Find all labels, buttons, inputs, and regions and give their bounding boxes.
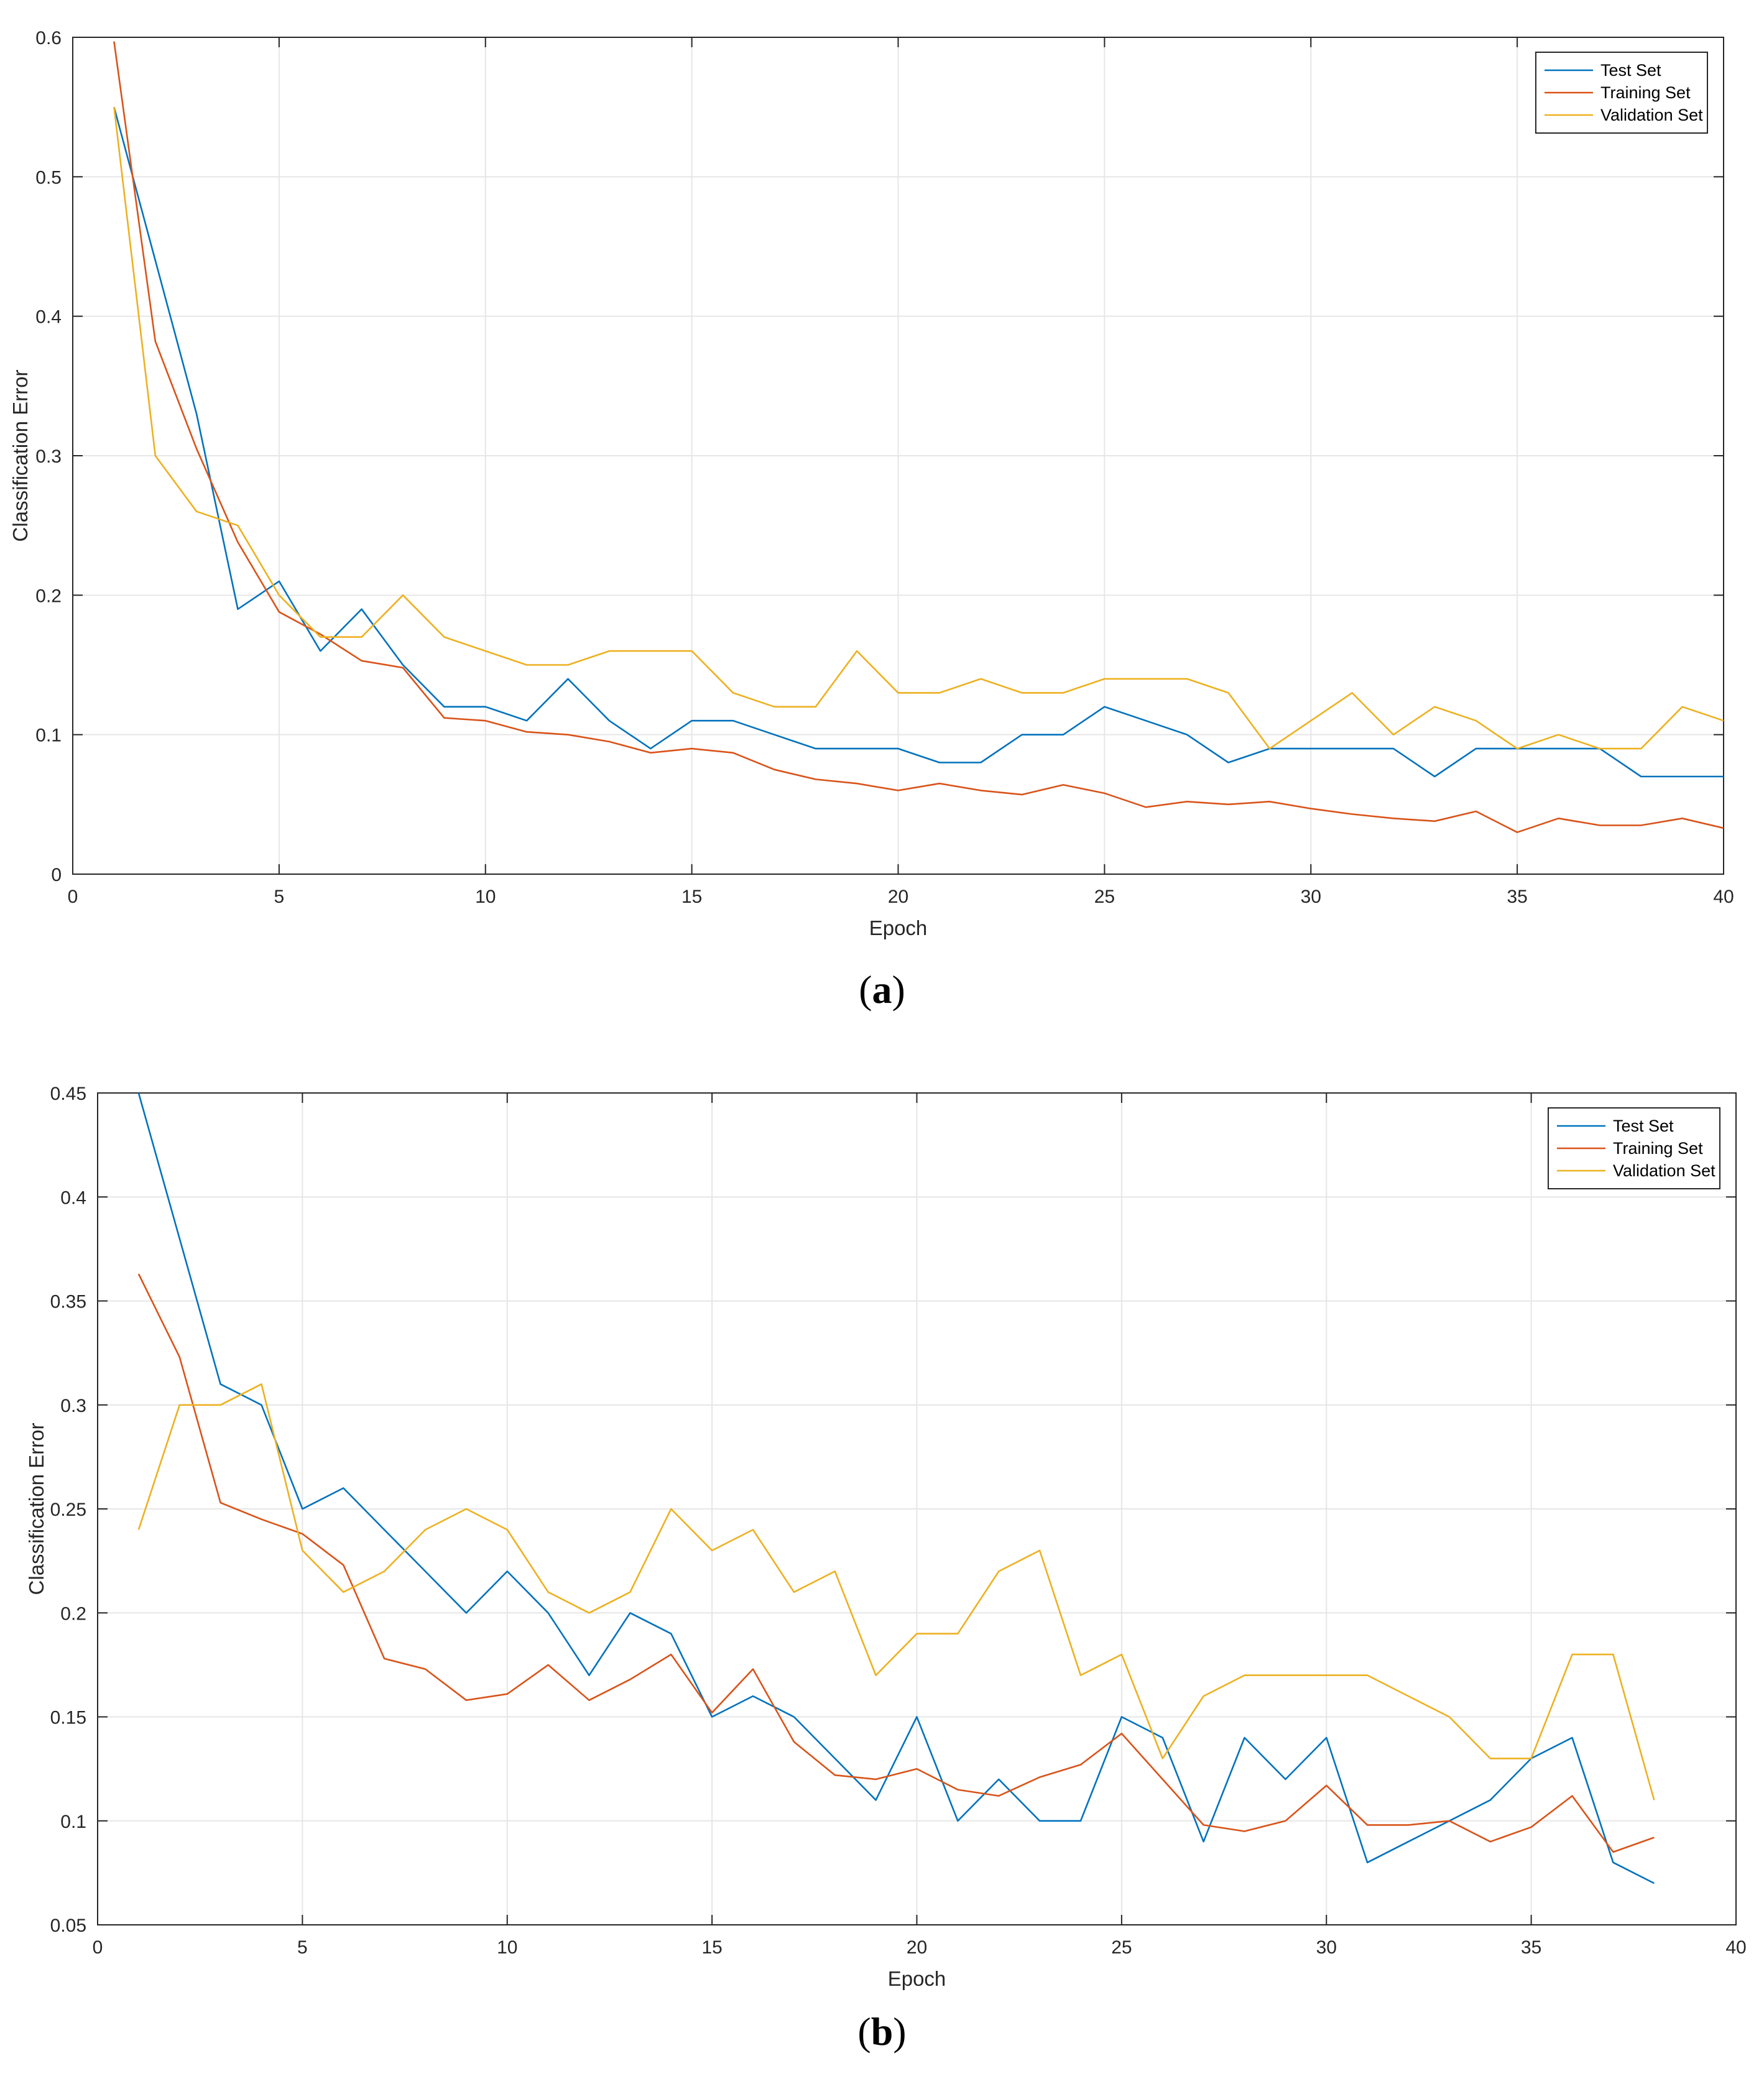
- chart-a-x-tick-label: 0: [68, 887, 78, 907]
- chart-panel-a: 0 5 10 15 20 25 30 35 40 0 0.1 0.2 0.3 0.4 0.5 0.6 Epoch…: [9, 28, 1734, 1012]
- chart-b-x-tick-label: 0: [93, 1937, 103, 1958]
- chart-a-series-validation-set: [113, 107, 1724, 750]
- chart-b-y-tick-label: 0.1: [60, 1812, 86, 1832]
- chart-b-y-tick-label: 0.25: [50, 1500, 86, 1520]
- chart-b-series-test-set: [137, 1092, 1655, 1884]
- chart-a-y-tick-label: 0.5: [35, 167, 62, 188]
- chart-b-x-tick-label: 40: [1725, 1937, 1746, 1958]
- caption-b: (b): [857, 2009, 907, 2054]
- chart-a-y-tick-label: 0.3: [35, 446, 62, 467]
- chart-a-legend-label: Validation Set: [1600, 106, 1703, 124]
- chart-b-x-tick-label: 10: [497, 1937, 517, 1958]
- chart-b-y-tick-label: 0.05: [50, 1916, 86, 1936]
- chart-b-y-tick-label: 0.2: [60, 1603, 86, 1624]
- chart-b-x-tick-label: 35: [1521, 1937, 1541, 1958]
- chart-b-series-validation-set: [137, 1383, 1655, 1800]
- chart-b-x-tick-label: 25: [1111, 1937, 1132, 1958]
- chart-b-legend: [1548, 1107, 1720, 1189]
- chart-a-y-tick-label: 0.6: [35, 28, 62, 48]
- chart-b-legend-label: Training Set: [1613, 1139, 1703, 1158]
- caption-a-letter: a: [872, 967, 892, 1012]
- chart-b-y-tick-label: 0.35: [50, 1292, 86, 1312]
- chart-a-series-test-set: [113, 106, 1724, 778]
- chart-a-x-tick-label: 20: [888, 887, 908, 907]
- chart-a-x-tick-label: 25: [1094, 887, 1115, 907]
- chart-b-legend-label: Validation Set: [1613, 1161, 1716, 1180]
- chart-b-x-tick-label: 20: [907, 1937, 927, 1958]
- line-chart-b: 0 5 10 15 20 25 30 35 40 0.05 0.1 0.15 0.2 0.25 0.3 0.3…: [25, 1084, 1747, 1990]
- chart-a-y-tick-label: 0.4: [35, 307, 62, 328]
- chart-a-x-tick-label: 30: [1301, 887, 1321, 907]
- chart-b-x-tick-label: 30: [1316, 1937, 1337, 1958]
- chart-b-series-training-set: [137, 1273, 1655, 1853]
- line-chart-a: 0 5 10 15 20 25 30 35 40 0 0.1 0.2 0.3 0.4 0.5 0.6 Epoch…: [9, 28, 1734, 939]
- chart-b-y-axis-label: Classification Error: [25, 1423, 48, 1595]
- chart-a-series-training-set: [113, 41, 1724, 833]
- chart-a-y-axis-label: Classification Error: [9, 370, 32, 542]
- chart-a-y-tick-label: 0.2: [35, 586, 62, 606]
- chart-b-x-axis-label: Epoch: [888, 1967, 946, 1990]
- chart-b-y-tick-label: 0.3: [60, 1396, 86, 1416]
- chart-a-x-axis-label: Epoch: [869, 916, 928, 939]
- chart-b-y-tick-label: 0.15: [50, 1708, 86, 1728]
- chart-b-y-tick-label: 0.45: [50, 1084, 86, 1104]
- chart-b-legend-label: Test Set: [1613, 1117, 1674, 1135]
- caption-b-letter: b: [870, 2009, 894, 2054]
- chart-panel-b: 0 5 10 15 20 25 30 35 40 0.05 0.1 0.15 0.2 0.25 0.3 0.3…: [0, 1042, 1764, 2084]
- caption-a: (a): [859, 967, 905, 1012]
- chart-a-legend-label: Test Set: [1600, 61, 1661, 80]
- chart-a-x-tick-label: 40: [1713, 887, 1734, 907]
- chart-b-y-tick-label: 0.4: [60, 1187, 86, 1208]
- chart-b-x-tick-label: 15: [701, 1937, 722, 1958]
- chart-a-y-tick-label: 0.1: [35, 726, 62, 746]
- chart-a-legend-label: Training Set: [1600, 83, 1691, 102]
- chart-a-x-tick-label: 35: [1507, 887, 1527, 907]
- chart-b-x-tick-label: 5: [297, 1937, 308, 1958]
- chart-a-x-tick-label: 15: [681, 887, 702, 907]
- chart-a-y-tick-label: 0: [51, 865, 62, 885]
- chart-a-x-tick-label: 10: [475, 887, 496, 907]
- chart-a-x-tick-label: 5: [274, 887, 285, 907]
